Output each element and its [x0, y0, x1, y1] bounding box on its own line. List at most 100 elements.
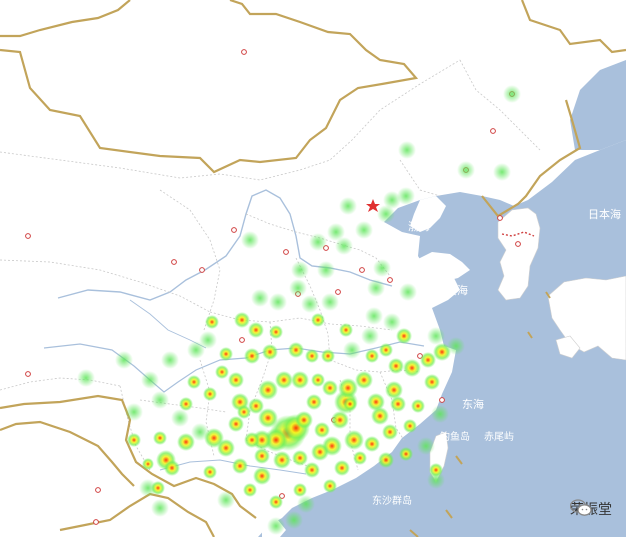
heat-point	[371, 407, 389, 425]
label-dongsha: 东沙群岛	[372, 496, 412, 507]
heat-point	[385, 381, 403, 399]
heat-point	[411, 399, 425, 413]
heat-point	[339, 323, 353, 337]
label-japan-sea: 日本海	[588, 208, 621, 221]
heat-point	[142, 458, 154, 470]
heat-point	[403, 419, 417, 433]
heat-point	[127, 433, 141, 447]
heat-point-low	[285, 511, 303, 529]
heat-point	[403, 359, 421, 377]
watermark: 荣振堂	[570, 499, 612, 519]
heat-point	[243, 483, 257, 497]
heat-point-low	[361, 327, 379, 345]
heat-point-low	[291, 261, 309, 279]
heat-point-low	[365, 307, 383, 325]
city-marker-icon	[25, 233, 31, 239]
shandong-land	[412, 252, 470, 282]
city-marker-icon	[199, 267, 205, 273]
heat-point	[399, 447, 413, 461]
heat-point	[353, 451, 367, 465]
heat-point	[334, 460, 350, 476]
heat-point	[151, 481, 165, 495]
heat-point	[248, 322, 264, 338]
heat-layer	[77, 85, 521, 535]
heat-point-low	[457, 161, 475, 179]
heat-point	[314, 422, 330, 438]
heat-point	[215, 365, 229, 379]
heat-point	[331, 411, 349, 429]
heat-point-low	[447, 337, 465, 355]
heat-point-low	[427, 327, 445, 345]
label-diaoyu: 钓鱼岛	[440, 432, 470, 443]
heat-point-low	[339, 197, 357, 215]
heat-point-low	[373, 259, 391, 277]
heat-point	[177, 433, 195, 451]
heat-point	[344, 430, 364, 450]
heat-point	[323, 479, 337, 493]
heat-point	[311, 373, 325, 387]
heat-point	[269, 495, 283, 509]
heat-point-low	[398, 141, 416, 159]
heat-point	[382, 424, 398, 440]
heat-point-low	[503, 85, 521, 103]
heat-point-low	[493, 163, 511, 181]
heat-point	[355, 371, 373, 389]
label-bohai: 渤海	[408, 220, 430, 233]
heat-point-low	[251, 289, 269, 307]
heat-point	[244, 348, 260, 364]
heat-point	[269, 325, 283, 339]
heat-point	[311, 313, 325, 327]
heat-point	[306, 394, 322, 410]
dmz-line	[501, 231, 535, 237]
heat-point-low	[327, 223, 345, 241]
heat-point	[248, 398, 264, 414]
heat-point-low	[115, 351, 133, 369]
heat-point	[187, 375, 201, 389]
heat-point	[429, 463, 443, 477]
heat-point-low	[161, 351, 179, 369]
heat-point	[228, 416, 244, 432]
city-marker-icon	[95, 487, 101, 493]
city-marker-icon	[93, 519, 99, 525]
heat-point-low	[343, 341, 361, 359]
heat-point	[433, 343, 451, 361]
city-marker-icon	[490, 128, 496, 134]
heat-point-low	[377, 205, 395, 223]
city-marker-icon	[515, 241, 521, 247]
heat-point	[262, 344, 278, 360]
heat-point	[273, 451, 291, 469]
heat-point	[343, 397, 357, 411]
heat-point	[291, 371, 309, 389]
city-marker-icon	[231, 227, 237, 233]
heat-point-low	[151, 499, 169, 517]
heat-point	[205, 315, 219, 329]
heat-point	[234, 312, 250, 328]
island-marks	[409, 291, 551, 537]
heat-point	[367, 393, 385, 411]
heat-point-low	[431, 405, 449, 423]
city-marker-icon	[171, 259, 177, 265]
heat-point-low	[139, 479, 157, 497]
heat-point	[388, 358, 404, 374]
heat-point-low	[171, 409, 189, 427]
heat-point-low	[141, 371, 159, 389]
beijing-star-icon	[366, 199, 380, 212]
heat-point	[275, 371, 293, 389]
label-yellow-sea: 黄海	[446, 284, 468, 297]
heat-point	[258, 408, 278, 428]
city-marker-icon	[239, 337, 245, 343]
heat-point-low	[217, 491, 235, 509]
heat-point	[293, 483, 307, 497]
city-marker-icon	[283, 249, 289, 255]
heat-point-low	[427, 471, 445, 489]
heat-point	[237, 405, 251, 419]
heat-point	[232, 458, 248, 474]
north-river	[129, 299, 207, 349]
heat-point-low	[317, 261, 335, 279]
city-marker-icon	[359, 267, 365, 273]
heat-point	[204, 428, 224, 448]
heat-point	[378, 452, 394, 468]
heat-point	[203, 387, 217, 401]
heat-point	[365, 349, 379, 363]
